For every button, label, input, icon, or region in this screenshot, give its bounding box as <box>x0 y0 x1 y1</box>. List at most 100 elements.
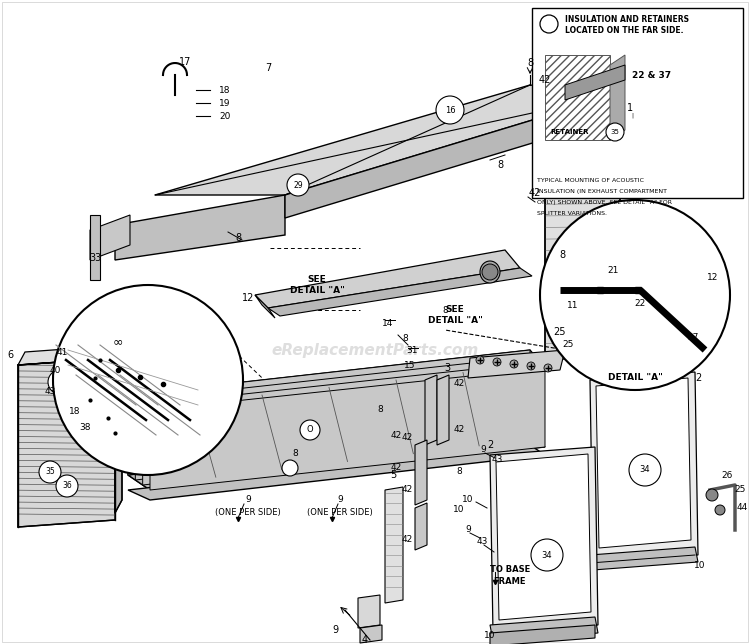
Polygon shape <box>128 428 545 490</box>
Text: (ONE PER SIDE): (ONE PER SIDE) <box>308 507 373 516</box>
Text: 34: 34 <box>640 466 650 475</box>
Circle shape <box>540 200 730 390</box>
Text: 26: 26 <box>722 471 733 480</box>
Polygon shape <box>358 595 380 628</box>
Text: SEE
DETAIL "A": SEE DETAIL "A" <box>427 305 482 325</box>
Text: 19: 19 <box>219 99 231 108</box>
Text: 33: 33 <box>88 253 101 263</box>
Polygon shape <box>142 362 540 485</box>
Text: 31: 31 <box>406 345 418 354</box>
Text: 42: 42 <box>453 379 464 388</box>
Polygon shape <box>590 372 698 563</box>
Text: 22 & 37: 22 & 37 <box>632 70 671 79</box>
Polygon shape <box>128 350 545 410</box>
Circle shape <box>58 388 82 412</box>
Circle shape <box>476 356 484 364</box>
Circle shape <box>300 420 320 440</box>
Text: 2: 2 <box>487 440 494 450</box>
Text: LOCATED ON THE FAR SIDE.: LOCATED ON THE FAR SIDE. <box>565 26 683 35</box>
Polygon shape <box>255 295 275 318</box>
Polygon shape <box>255 250 520 308</box>
Circle shape <box>544 364 552 372</box>
Polygon shape <box>490 625 595 644</box>
Text: 8: 8 <box>292 450 298 459</box>
Text: 36: 36 <box>62 482 72 491</box>
Text: 25: 25 <box>734 486 746 495</box>
Polygon shape <box>496 454 591 620</box>
Text: 8: 8 <box>442 305 448 314</box>
Polygon shape <box>415 503 427 550</box>
Polygon shape <box>90 215 130 260</box>
Polygon shape <box>425 375 437 445</box>
Polygon shape <box>268 268 532 316</box>
Text: INSULATION (IN EXHAUST COMPARTMENT: INSULATION (IN EXHAUST COMPARTMENT <box>537 189 667 193</box>
Polygon shape <box>596 378 691 548</box>
Text: 20: 20 <box>219 111 231 120</box>
Text: 8: 8 <box>377 406 382 415</box>
Text: ONLY) SHOWN ABOVE. SEE DETAIL "A" FOR: ONLY) SHOWN ABOVE. SEE DETAIL "A" FOR <box>537 200 672 205</box>
Text: 35: 35 <box>610 129 620 135</box>
Text: TO BASE: TO BASE <box>490 565 530 574</box>
Polygon shape <box>610 55 625 140</box>
Polygon shape <box>415 440 427 505</box>
Text: 18: 18 <box>219 86 231 95</box>
Text: 9: 9 <box>338 495 343 504</box>
Ellipse shape <box>480 261 500 283</box>
Text: ∞: ∞ <box>112 336 123 348</box>
Text: SPLITTER VARIATIONS.: SPLITTER VARIATIONS. <box>537 211 607 216</box>
Circle shape <box>482 264 498 280</box>
Text: 43: 43 <box>44 388 56 397</box>
Circle shape <box>287 174 309 196</box>
Circle shape <box>39 461 61 483</box>
Text: 42: 42 <box>390 430 402 439</box>
Polygon shape <box>490 617 598 641</box>
Text: 9: 9 <box>245 495 250 504</box>
Circle shape <box>715 505 725 515</box>
Text: 43: 43 <box>476 538 488 547</box>
Text: 42: 42 <box>401 536 412 544</box>
Text: eReplacementParts.com: eReplacementParts.com <box>272 343 478 357</box>
Text: 21: 21 <box>608 265 619 274</box>
Text: 42: 42 <box>453 426 464 435</box>
Text: (ONE PER SIDE): (ONE PER SIDE) <box>215 507 280 516</box>
Polygon shape <box>128 350 530 475</box>
Text: 10: 10 <box>694 560 706 569</box>
Text: 30: 30 <box>75 377 85 386</box>
Polygon shape <box>90 215 100 280</box>
Text: RETAINER: RETAINER <box>550 129 589 135</box>
Text: 16: 16 <box>445 106 455 115</box>
Text: FRAME: FRAME <box>494 578 526 587</box>
Polygon shape <box>155 85 615 195</box>
Text: 22: 22 <box>634 299 646 307</box>
Circle shape <box>48 370 72 394</box>
Text: 4: 4 <box>362 635 368 644</box>
Polygon shape <box>565 65 625 100</box>
Text: 9: 9 <box>332 625 338 635</box>
Text: 8: 8 <box>559 250 565 260</box>
Text: 27: 27 <box>687 332 699 341</box>
Text: 8: 8 <box>235 233 241 243</box>
Polygon shape <box>468 350 565 378</box>
Text: 14: 14 <box>382 319 394 328</box>
Text: 5: 5 <box>390 470 396 480</box>
Circle shape <box>436 96 464 124</box>
Circle shape <box>527 362 535 370</box>
Circle shape <box>510 360 518 368</box>
Text: 43: 43 <box>491 455 502 464</box>
Polygon shape <box>545 95 620 360</box>
Circle shape <box>706 489 718 501</box>
Text: 25: 25 <box>554 327 566 337</box>
Circle shape <box>282 460 298 476</box>
Text: 10: 10 <box>462 495 474 504</box>
Text: SEE
DETAIL "A": SEE DETAIL "A" <box>290 275 344 295</box>
Text: 42: 42 <box>401 433 412 442</box>
Circle shape <box>53 285 243 475</box>
Circle shape <box>606 123 624 141</box>
Text: 32: 32 <box>65 395 75 404</box>
Text: 35: 35 <box>45 468 55 477</box>
Text: 12: 12 <box>707 272 718 281</box>
Polygon shape <box>150 368 545 490</box>
Polygon shape <box>135 356 535 480</box>
Circle shape <box>629 454 661 486</box>
Polygon shape <box>437 375 449 445</box>
